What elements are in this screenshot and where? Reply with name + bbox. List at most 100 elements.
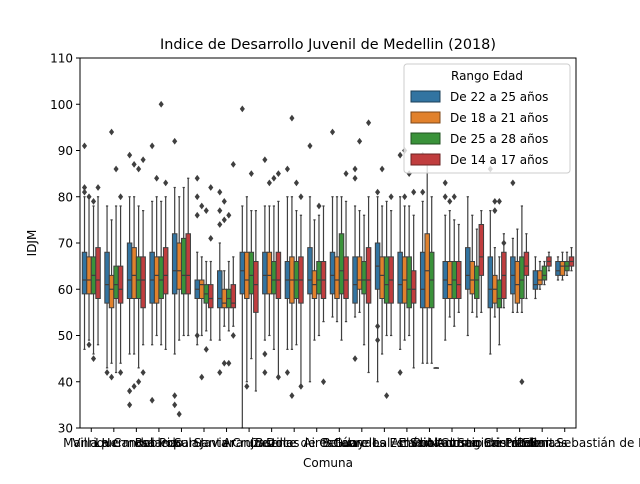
outlier-point [420, 188, 426, 196]
outlier-point [262, 156, 268, 164]
outlier-point [352, 355, 358, 363]
outlier-point [379, 165, 385, 173]
box-iqr [113, 265, 119, 299]
outlier-point [90, 197, 97, 205]
box-iqr [248, 251, 255, 295]
outlier-point [519, 378, 525, 386]
y-tick-label: 60 [58, 283, 73, 297]
outlier-point [140, 156, 146, 164]
outlier-point [176, 410, 182, 418]
outlier-point [397, 369, 403, 376]
outlier-point [275, 170, 281, 178]
legend-label: De 18 a 21 años [450, 111, 548, 125]
box-iqr [519, 256, 525, 299]
x-tick-label: Buenos Aires [255, 436, 333, 450]
x-tick-label: Castilla [250, 436, 294, 450]
box-iqr [117, 265, 124, 304]
x-axis-label: Comuna [303, 456, 353, 470]
outlier-point [81, 142, 88, 150]
legend-swatch [410, 132, 441, 145]
box-iqr [126, 242, 133, 299]
outlier-point [239, 105, 245, 113]
plot-area [81, 100, 575, 429]
box-iqr [131, 247, 137, 299]
legend-title: Rango Edad [451, 69, 523, 83]
box-iqr [487, 256, 494, 309]
series-group [81, 105, 561, 429]
outlier-point [388, 193, 394, 201]
x-tick-label: La América [373, 436, 440, 450]
box-iqr [95, 247, 101, 299]
outlier-point [217, 369, 223, 376]
outlier-point [320, 378, 327, 386]
box-iqr [176, 242, 182, 290]
outlier-point [510, 179, 516, 187]
outlier-point [199, 373, 205, 381]
box-iqr [532, 270, 539, 290]
outlier-point [307, 142, 313, 150]
box-iqr [307, 247, 313, 295]
outlier-point [113, 165, 119, 173]
x-tick-label: Corregimiento San Sebastián de Palmitas [441, 436, 640, 450]
outlier-point [343, 170, 349, 178]
box-iqr [383, 256, 390, 304]
outlier-point [140, 369, 146, 376]
outlier-point [352, 165, 358, 173]
box-iqr [180, 237, 187, 295]
outlier-point [352, 174, 358, 182]
outlier-point [81, 184, 88, 191]
x-tick-label: Guayabal [333, 436, 390, 450]
box-iqr [81, 251, 88, 295]
outlier-point [442, 179, 448, 187]
outlier-point [81, 188, 88, 196]
outlier-point [293, 179, 299, 187]
box-iqr [456, 261, 462, 299]
box-iqr [239, 251, 246, 295]
box-iqr [356, 256, 363, 290]
box-iqr [221, 288, 228, 309]
outlier-point [451, 193, 457, 201]
outlier-point [492, 197, 498, 205]
legend-swatch [410, 90, 441, 103]
outlier-point [172, 392, 178, 400]
x-tick-label: Manrique [63, 436, 119, 450]
y-tick-label: 50 [58, 329, 73, 343]
box-iqr [379, 256, 385, 299]
outlier-point [86, 341, 92, 349]
outlier-point [501, 239, 507, 247]
box-iqr [329, 251, 336, 295]
outlier-point [86, 193, 92, 201]
box-iqr [153, 256, 160, 304]
outlier-point [329, 128, 336, 136]
x-tick-label: Belén [322, 436, 356, 450]
outlier-point [217, 221, 223, 228]
legend-swatch [410, 153, 441, 166]
outlier-point [131, 382, 137, 390]
x-tick-label: Altavista [426, 436, 478, 450]
legend-label: De 22 a 25 años [450, 90, 548, 104]
box-iqr [338, 233, 345, 295]
outlier-point [109, 128, 115, 136]
box-iqr [352, 256, 358, 304]
outlier-point [127, 387, 133, 395]
outlier-point [194, 174, 200, 182]
box-iqr [271, 261, 277, 295]
outlier-point [384, 392, 390, 400]
outlier-point [226, 211, 232, 219]
x-tick-label: Santa Cruz [194, 436, 260, 450]
outlier-point [366, 119, 372, 127]
outlier-point [230, 332, 236, 339]
y-tick-label: 40 [58, 375, 73, 389]
box-iqr [496, 279, 503, 309]
box-iqr [406, 256, 412, 309]
outlier-point [284, 165, 290, 173]
outlier-point [298, 382, 304, 390]
outlier-point [158, 100, 164, 108]
outlier-point [442, 193, 448, 201]
outlier-point [221, 197, 227, 205]
outlier-point [154, 174, 160, 182]
legend-label: De 14 a 17 años [450, 153, 548, 167]
